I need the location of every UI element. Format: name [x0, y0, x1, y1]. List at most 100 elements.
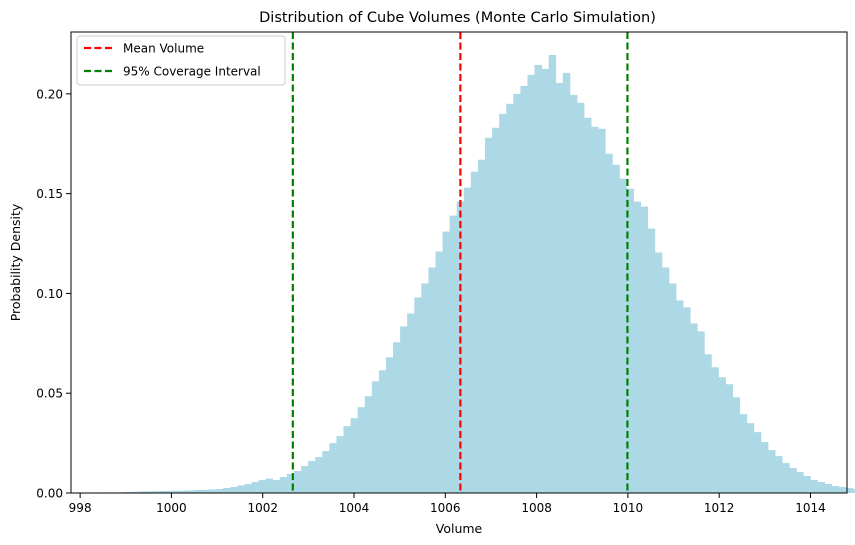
histogram-bar [753, 432, 762, 493]
histogram-bar [824, 484, 833, 493]
histogram-bar [350, 418, 359, 493]
histogram-bar [562, 72, 571, 493]
legend-label-mean: Mean Volume [123, 42, 204, 56]
histogram-bar [647, 228, 656, 493]
histogram-bar [661, 267, 670, 493]
histogram-bar [640, 206, 649, 493]
histogram-bar [237, 485, 245, 493]
histogram-bar [293, 471, 302, 493]
histogram-bar [414, 297, 422, 493]
histogram-bar [768, 450, 776, 493]
histogram-bar [216, 489, 224, 493]
x-axis-label: Volume [436, 521, 483, 536]
histogram-bar [272, 480, 281, 493]
histogram-bars [102, 54, 855, 494]
histogram-bar [230, 487, 238, 493]
histogram-bar [626, 188, 634, 493]
histogram-bar [591, 126, 599, 493]
histogram-bar [301, 466, 309, 493]
y-tick-label: 0.10 [36, 287, 63, 301]
histogram-bar [527, 74, 535, 493]
histogram-bar [555, 82, 564, 493]
histogram-bar [364, 396, 373, 493]
x-tick-label: 1014 [795, 501, 826, 515]
histogram-bar [378, 370, 387, 493]
histogram-bar [463, 187, 472, 493]
histogram-bar [131, 491, 139, 493]
histogram-bar [817, 482, 825, 493]
histogram-bar [470, 171, 479, 493]
histogram-bar [584, 117, 592, 493]
x-tick-label: 1000 [156, 501, 187, 515]
histogram-bar [548, 54, 557, 493]
x-tick-label: 1012 [704, 501, 735, 515]
histogram-bar [180, 490, 189, 493]
histogram-bar [393, 342, 401, 493]
histogram-bar [845, 488, 854, 493]
histogram-bar [760, 442, 769, 493]
histogram-bar [619, 178, 627, 493]
histogram-bar [513, 93, 521, 494]
histogram-bar [315, 457, 323, 493]
histogram-bar [492, 127, 500, 493]
histogram-bar [421, 283, 429, 493]
histogram-bar [605, 153, 613, 494]
histogram-bar [223, 488, 231, 493]
histogram-bar [371, 381, 380, 493]
histogram-bar [244, 484, 252, 493]
histogram-bar [138, 491, 146, 493]
histogram-bar [385, 357, 394, 493]
x-tick-label: 1010 [613, 501, 644, 515]
x-tick-label: 1008 [521, 501, 552, 515]
histogram-bar [690, 323, 698, 493]
histogram-bar [435, 251, 443, 493]
histogram-bar [159, 491, 167, 493]
histogram-bar [838, 487, 847, 493]
histogram-bar [477, 159, 486, 493]
histogram-bar [577, 102, 585, 493]
histogram-bar [746, 423, 755, 493]
histogram-bar [852, 489, 855, 493]
legend-label-coverage: 95% Coverage Interval [123, 65, 261, 79]
histogram-bar [265, 478, 274, 493]
histogram-bar [308, 461, 316, 493]
plot-frame [70, 31, 848, 494]
histogram-bar [739, 414, 748, 493]
histogram-bar [442, 231, 450, 493]
histogram-bar [711, 367, 719, 493]
histogram-bar [187, 490, 196, 493]
histogram-bar [732, 397, 741, 493]
chart-title: Distribution of Cube Volumes (Monte Carl… [259, 10, 656, 26]
y-tick-label: 0.05 [36, 387, 63, 401]
histogram-bar [322, 451, 330, 493]
histogram-bar [152, 491, 160, 493]
histogram-bar [654, 252, 663, 493]
histogram-bar [520, 85, 528, 493]
histogram-bar [810, 480, 818, 493]
histogram-bar [209, 489, 217, 493]
histogram-bar [676, 300, 684, 493]
histogram-bar [449, 215, 458, 493]
histogram-bar [166, 490, 175, 493]
histogram-bar [569, 94, 578, 494]
histogram-bar [831, 486, 840, 493]
histogram-bar [400, 326, 408, 493]
histogram-bar [775, 456, 783, 493]
x-tick-label: 1004 [339, 501, 370, 515]
y-tick-label: 0.20 [36, 87, 63, 101]
histogram-bar [683, 307, 691, 493]
legend: Mean Volume 95% Coverage Interval [76, 35, 286, 86]
histogram-bar [336, 436, 344, 493]
histogram-bar [534, 64, 542, 494]
legend-frame [76, 35, 286, 86]
x-tick-label: 1006 [430, 501, 461, 515]
histogram-bar [789, 468, 797, 493]
x-axis-ticks: 998 1000 1002 1004 1006 1008 1010 1012 1014 [69, 493, 826, 515]
reference-lines [291, 32, 629, 493]
histogram-bar [428, 267, 436, 493]
y-tick-label: 0.00 [36, 487, 63, 501]
x-tick-label: 1002 [247, 501, 278, 515]
histogram-bar [407, 313, 415, 493]
histogram-bar [343, 426, 351, 493]
